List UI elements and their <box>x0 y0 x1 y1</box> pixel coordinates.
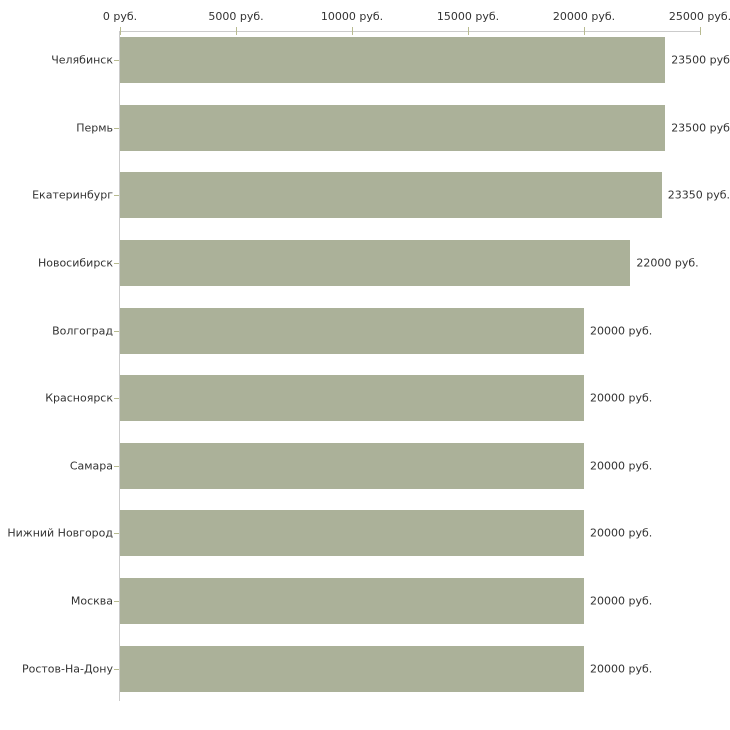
bar <box>120 375 584 422</box>
bar-row: Москва 20000 руб. <box>0 567 730 635</box>
bar <box>120 645 584 692</box>
x-tick-label: 10000 руб. <box>320 10 384 23</box>
bar-row: Волгоград 20000 руб. <box>0 297 730 365</box>
x-tick-label: 25000 руб. <box>668 10 730 23</box>
bar <box>120 172 662 219</box>
bar <box>120 510 584 557</box>
x-tick-label: 15000 руб. <box>436 10 500 23</box>
bar-row: Пермь 23500 руб. <box>0 94 730 162</box>
x-tick-mark <box>236 27 237 35</box>
value-label: 23350 руб. <box>667 188 730 202</box>
value-label: 20000 руб. <box>590 459 653 473</box>
category-label: Красноярск <box>45 391 113 405</box>
x-tick-mark <box>352 27 353 35</box>
category-label: Самара <box>69 459 113 473</box>
y-tick-mark <box>114 533 119 535</box>
y-tick-mark <box>114 127 119 129</box>
y-tick-mark <box>114 601 119 603</box>
y-tick-mark <box>114 263 119 265</box>
value-label: 20000 руб. <box>590 662 653 676</box>
x-tick-mark <box>700 27 701 35</box>
bar-row: Самара 20000 руб. <box>0 432 730 500</box>
value-label: 20000 руб. <box>590 391 653 405</box>
bar-row: Екатеринбург 23350 руб. <box>0 162 730 230</box>
x-tick-label: 0 руб. <box>102 10 138 23</box>
value-label: 20000 руб. <box>590 324 653 338</box>
bar-row: Новосибирск 22000 руб. <box>0 229 730 297</box>
x-axis-line <box>120 31 701 32</box>
x-tick-mark <box>584 27 585 35</box>
bar-row: Ростов-На-Дону 20000 руб. <box>0 635 730 703</box>
value-label: 23500 руб. <box>671 121 730 135</box>
x-tick-mark <box>468 27 469 35</box>
y-tick-mark <box>114 668 119 670</box>
category-label: Пермь <box>76 121 113 135</box>
bar <box>120 442 584 489</box>
bar-row: Челябинск 23500 руб. <box>0 27 730 95</box>
bar-row: Красноярск 20000 руб. <box>0 365 730 433</box>
category-label: Волгоград <box>52 324 113 338</box>
bar <box>120 578 584 625</box>
value-label: 20000 руб. <box>590 526 653 540</box>
category-label: Москва <box>70 594 113 608</box>
category-label: Новосибирск <box>37 256 113 270</box>
category-label: Екатеринбург <box>32 188 113 202</box>
y-tick-mark <box>114 195 119 197</box>
x-tick-mark <box>120 27 121 35</box>
bar <box>120 307 584 354</box>
category-label: Челябинск <box>51 53 113 67</box>
category-label: Ростов-На-Дону <box>21 662 113 676</box>
y-tick-mark <box>114 465 119 467</box>
y-axis-line <box>119 31 120 701</box>
value-label: 22000 руб. <box>636 256 699 270</box>
value-label: 23500 руб. <box>671 53 730 67</box>
y-tick-mark <box>114 330 119 332</box>
category-label: Нижний Новгород <box>7 526 113 540</box>
y-tick-mark <box>114 60 119 62</box>
bar <box>120 104 666 151</box>
y-tick-mark <box>114 398 119 400</box>
x-tick-label: 20000 руб. <box>552 10 616 23</box>
bar-row: Нижний Новгород 20000 руб. <box>0 500 730 568</box>
x-tick-label: 5000 руб. <box>208 10 264 23</box>
value-label: 20000 руб. <box>590 594 653 608</box>
bar <box>120 240 631 287</box>
bar <box>120 37 666 84</box>
